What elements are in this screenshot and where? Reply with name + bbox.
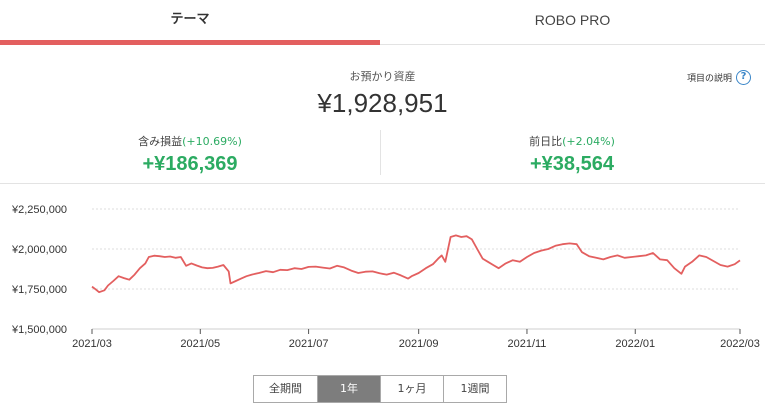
help-link[interactable]: 項目の説明 ? xyxy=(687,70,751,85)
assets-value: ¥1,928,951 xyxy=(317,88,448,118)
tab-theme[interactable]: テーマ xyxy=(170,12,210,27)
metrics-divider xyxy=(380,130,381,175)
period-1m-button[interactable]: 1ヶ月 xyxy=(380,376,443,402)
period-1w-button[interactable]: 1週間 xyxy=(443,376,506,402)
unrealized-gain-label: 含み損益 xyxy=(138,135,183,148)
y-tick-label: ¥2,000,000 xyxy=(11,244,67,256)
period-1y-button[interactable]: 1年 xyxy=(317,376,380,402)
y-tick-label: ¥1,500,000 xyxy=(11,324,67,336)
x-tick-label: 2021/11 xyxy=(507,338,546,350)
daily-change-value: +¥38,564 xyxy=(530,153,614,175)
daily-change-pct: (+2.04%) xyxy=(562,135,615,148)
period-all-button[interactable]: 全期間 xyxy=(254,376,317,402)
x-tick-label: 2021/03 xyxy=(72,338,112,350)
period-selector: 全期間 1年 1ヶ月 1週間 xyxy=(253,375,507,403)
x-tick-label: 2021/09 xyxy=(399,338,439,350)
active-tab-indicator xyxy=(0,40,380,45)
tab-robo-pro[interactable]: ROBO PRO xyxy=(534,12,611,28)
section-divider xyxy=(0,183,765,184)
asset-value-line xyxy=(91,234,741,294)
assets-label: お預かり資産 xyxy=(349,70,416,83)
unrealized-gain-pct: (+10.69%) xyxy=(182,135,242,148)
unrealized-gain-block: 含み損益(+10.69%) +¥186,369 xyxy=(0,133,380,176)
x-tick-label: 2022/03 xyxy=(720,338,760,350)
question-circle-icon[interactable]: ? xyxy=(736,70,751,85)
x-tick-label: 2021/05 xyxy=(180,338,220,350)
help-label: 項目の説明 xyxy=(686,74,732,84)
asset-line-chart: ¥2,250,000 ¥2,000,000 ¥1,750,000 ¥1,500,000… xyxy=(11,204,760,350)
daily-change-label: 前日比 xyxy=(529,135,563,148)
tab-bar: テーマ ROBO PRO xyxy=(0,0,765,45)
daily-change-block: 前日比(+2.04%) +¥38,564 xyxy=(382,133,762,176)
y-tick-label: ¥2,250,000 xyxy=(11,204,67,216)
y-tick-label: ¥1,750,000 xyxy=(11,284,67,296)
x-tick-label: 2021/07 xyxy=(289,338,329,350)
unrealized-gain-value: +¥186,369 xyxy=(142,153,238,175)
x-tick-label: 2022/01 xyxy=(615,338,655,350)
